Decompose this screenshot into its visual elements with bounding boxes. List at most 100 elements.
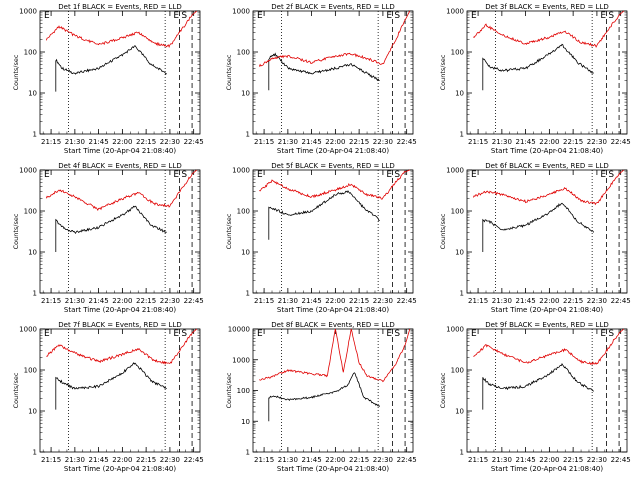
corner-label-s: S <box>181 170 187 180</box>
x-tick-label: 21:45 <box>89 297 109 305</box>
y-tick-label: 10 <box>28 90 37 98</box>
panel-title: Det 3f BLACK = Events, RED = LLD <box>485 3 608 11</box>
y-tick-label: 100 <box>24 367 37 375</box>
detector-panel: Det 2f BLACK = Events, RED = LLD 1 10 100 10… <box>225 3 417 155</box>
x-axis-label: Start Time (20-Apr-04 21:08:40) <box>491 147 603 155</box>
x-tick-label: 21:45 <box>89 456 109 464</box>
x-tick-label: 21:15 <box>41 456 61 464</box>
x-tick-label: 22:45 <box>397 138 417 146</box>
x-tick-label: 22:45 <box>611 456 631 464</box>
y-tick-label: 1000 <box>232 8 250 16</box>
x-tick-label: 22:30 <box>160 297 180 305</box>
x-tick-label: 22:00 <box>325 456 345 464</box>
x-tick-label: 22:30 <box>587 138 607 146</box>
x-tick-label: 22:00 <box>325 297 345 305</box>
x-tick-label: 21:15 <box>468 138 488 146</box>
x-axis-label: Start Time (20-Apr-04 21:08:40) <box>277 147 389 155</box>
x-tick-label: 22:15 <box>349 456 369 464</box>
corner-label-s: S <box>608 11 614 21</box>
panel-title: Det 2f BLACK = Events, RED = LLD <box>271 3 394 11</box>
y-tick-label: 10 <box>455 90 464 98</box>
y-tick-label: 100 <box>24 208 37 216</box>
x-tick-label: 22:30 <box>373 456 393 464</box>
y-tick-label: 1000 <box>232 167 250 175</box>
x-tick-label: 21:45 <box>89 138 109 146</box>
x-tick-label: 21:15 <box>41 138 61 146</box>
plot-frame <box>252 169 414 294</box>
x-tick-label: 21:30 <box>278 138 298 146</box>
x-tick-label: 22:00 <box>112 456 132 464</box>
x-tick-label: 22:00 <box>539 456 559 464</box>
y-tick-label: 1000 <box>446 167 464 175</box>
y-tick-label: 1 <box>460 290 464 298</box>
y-tick-label: 1 <box>33 290 37 298</box>
corner-label-s: S <box>394 11 400 21</box>
panel-title: Det 7f BLACK = Events, RED = LLD <box>58 321 181 329</box>
x-tick-label: 22:30 <box>160 138 180 146</box>
y-tick-label: 1 <box>460 131 464 139</box>
corner-label-e: E <box>173 329 179 339</box>
lld-series-line <box>473 328 625 366</box>
x-axis-label: Start Time (20-Apr-04 21:08:40) <box>64 147 176 155</box>
corner-label-e: E <box>471 170 477 180</box>
y-tick-label: 1 <box>246 131 250 139</box>
x-tick-label: 22:15 <box>136 456 156 464</box>
events-series-line <box>55 45 167 92</box>
y-tick-label: 10 <box>455 249 464 257</box>
panel-title: Det 5f BLACK = Events, RED = LLD <box>271 162 394 170</box>
x-tick-label: 22:45 <box>184 297 204 305</box>
x-tick-label: 21:30 <box>492 138 512 146</box>
y-axis-label: Counts/sec <box>225 54 233 90</box>
y-tick-label: 1 <box>246 449 250 457</box>
corner-label-e: E <box>600 329 606 339</box>
plot-frame <box>252 10 414 135</box>
y-tick-label: 10 <box>28 249 37 257</box>
x-axis-label: Start Time (20-Apr-04 21:08:40) <box>277 306 389 314</box>
events-series-line <box>55 205 167 252</box>
detector-panel: Det 3f BLACK = Events, RED = LLD 1 10 100 10… <box>439 3 631 155</box>
x-tick-label: 21:30 <box>65 138 85 146</box>
corner-label-e: E <box>44 11 50 21</box>
y-tick-label: 1000 <box>232 356 250 364</box>
y-axis-label: Counts/sec <box>12 213 20 249</box>
events-series-line <box>268 190 380 240</box>
x-tick-label: 21:45 <box>302 138 322 146</box>
x-tick-label: 22:15 <box>136 297 156 305</box>
y-tick-label: 1000 <box>446 326 464 334</box>
x-axis-label: Start Time (20-Apr-04 21:08:40) <box>491 306 603 314</box>
y-axis-label: Counts/sec <box>12 54 20 90</box>
x-axis-label: Start Time (20-Apr-04 21:08:40) <box>64 306 176 314</box>
plot-frame <box>39 169 201 294</box>
events-series-line <box>482 202 595 252</box>
x-tick-label: 21:30 <box>492 297 512 305</box>
y-axis-label: Counts/sec <box>225 372 233 408</box>
corner-label-e: E <box>44 329 50 339</box>
lld-series-line <box>472 169 625 206</box>
detector-panel: Det 5f BLACK = Events, RED = LLD 1 10 100 10… <box>225 162 417 314</box>
y-tick-label: 1 <box>33 131 37 139</box>
x-axis-label: Start Time (20-Apr-04 21:08:40) <box>277 465 389 473</box>
x-tick-label: 21:15 <box>254 138 274 146</box>
y-tick-label: 100 <box>237 387 250 395</box>
x-tick-label: 21:30 <box>65 456 85 464</box>
x-tick-label: 21:30 <box>65 297 85 305</box>
x-tick-label: 22:30 <box>373 297 393 305</box>
events-series-line <box>268 52 380 91</box>
y-tick-label: 10 <box>455 408 464 416</box>
x-tick-label: 21:45 <box>516 456 536 464</box>
x-tick-label: 22:15 <box>349 138 369 146</box>
events-series-line <box>55 362 167 410</box>
corner-label-s: S <box>608 329 614 339</box>
x-tick-label: 21:15 <box>254 297 274 305</box>
x-tick-label: 22:15 <box>349 297 369 305</box>
y-tick-label: 10 <box>241 90 250 98</box>
x-tick-label: 22:45 <box>184 456 204 464</box>
panel-title: Det 8f BLACK = Events, RED = LLD <box>271 321 394 329</box>
y-tick-label: 100 <box>451 208 464 216</box>
x-tick-label: 22:15 <box>563 297 583 305</box>
events-series-line <box>482 43 594 91</box>
x-tick-label: 22:45 <box>184 138 204 146</box>
y-tick-label: 100 <box>451 49 464 57</box>
lld-series-line <box>473 10 625 48</box>
